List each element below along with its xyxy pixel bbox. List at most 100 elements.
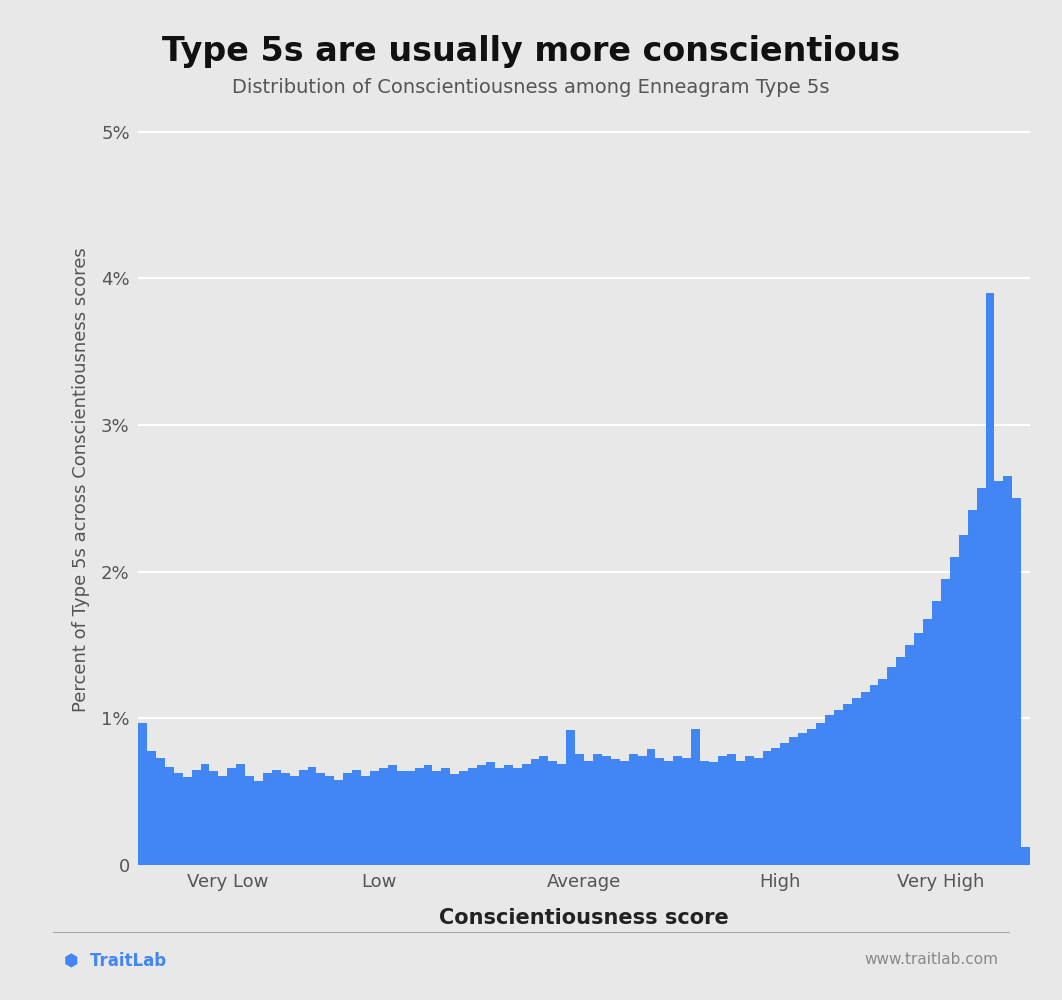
Bar bbox=[584, 761, 593, 865]
Bar bbox=[272, 770, 280, 865]
Bar bbox=[888, 667, 896, 865]
Bar bbox=[388, 765, 397, 865]
Bar bbox=[201, 764, 209, 865]
Bar bbox=[700, 761, 709, 865]
Bar bbox=[495, 768, 503, 865]
Text: Type 5s are usually more conscientious: Type 5s are usually more conscientious bbox=[161, 35, 901, 68]
Bar bbox=[308, 767, 316, 865]
X-axis label: Conscientiousness score: Conscientiousness score bbox=[440, 908, 729, 928]
Bar bbox=[816, 723, 825, 865]
Bar bbox=[379, 768, 388, 865]
Bar bbox=[771, 748, 781, 865]
Bar bbox=[923, 619, 932, 865]
Bar bbox=[486, 762, 495, 865]
Bar bbox=[227, 768, 236, 865]
Bar bbox=[219, 776, 227, 865]
Bar bbox=[165, 767, 174, 865]
Bar bbox=[343, 773, 353, 865]
Bar bbox=[744, 756, 754, 865]
Bar bbox=[967, 510, 977, 865]
Bar bbox=[1022, 847, 1030, 865]
Bar bbox=[290, 776, 298, 865]
Bar bbox=[316, 773, 325, 865]
Bar bbox=[414, 768, 424, 865]
Bar bbox=[442, 768, 450, 865]
Bar bbox=[513, 768, 521, 865]
Y-axis label: Percent of Type 5s across Conscientiousness scores: Percent of Type 5s across Conscientiousn… bbox=[72, 248, 90, 712]
Bar bbox=[245, 776, 254, 865]
Bar bbox=[138, 723, 147, 865]
Bar bbox=[896, 657, 905, 865]
Bar bbox=[709, 762, 718, 865]
Bar bbox=[949, 557, 959, 865]
Bar bbox=[156, 758, 165, 865]
Bar bbox=[986, 293, 994, 865]
Bar bbox=[763, 751, 771, 865]
Bar bbox=[860, 692, 870, 865]
Bar bbox=[450, 774, 459, 865]
Bar bbox=[298, 770, 308, 865]
Bar bbox=[468, 768, 477, 865]
Bar bbox=[548, 761, 558, 865]
Bar bbox=[691, 729, 700, 865]
Bar bbox=[325, 776, 335, 865]
Bar bbox=[825, 715, 834, 865]
Bar bbox=[629, 754, 637, 865]
Bar bbox=[673, 756, 682, 865]
Bar bbox=[353, 770, 361, 865]
Bar bbox=[263, 773, 272, 865]
Bar bbox=[977, 488, 986, 865]
Bar bbox=[682, 758, 691, 865]
Bar bbox=[174, 773, 183, 865]
Bar bbox=[870, 685, 878, 865]
Bar bbox=[878, 679, 888, 865]
Bar bbox=[236, 764, 245, 865]
Bar bbox=[994, 481, 1004, 865]
Bar bbox=[209, 771, 219, 865]
Bar bbox=[566, 730, 576, 865]
Bar bbox=[539, 756, 548, 865]
Bar bbox=[834, 710, 843, 865]
Bar bbox=[593, 754, 602, 865]
Bar bbox=[789, 737, 799, 865]
Bar bbox=[799, 733, 807, 865]
Bar bbox=[335, 780, 343, 865]
Bar bbox=[914, 633, 923, 865]
Bar bbox=[1004, 476, 1012, 865]
Bar bbox=[424, 765, 432, 865]
Bar bbox=[807, 729, 816, 865]
Bar bbox=[370, 771, 379, 865]
Bar bbox=[406, 771, 414, 865]
Bar bbox=[521, 764, 531, 865]
Bar bbox=[503, 765, 513, 865]
Bar bbox=[852, 698, 860, 865]
Bar bbox=[191, 770, 201, 865]
Text: ⬢  TraitLab: ⬢ TraitLab bbox=[64, 951, 166, 969]
Bar bbox=[397, 771, 406, 865]
Bar bbox=[665, 761, 673, 865]
Bar bbox=[781, 743, 789, 865]
Bar bbox=[183, 777, 191, 865]
Bar bbox=[558, 764, 566, 865]
Bar bbox=[254, 781, 263, 865]
Bar bbox=[959, 535, 967, 865]
Bar bbox=[432, 771, 442, 865]
Bar bbox=[602, 756, 611, 865]
Bar bbox=[1012, 498, 1022, 865]
Bar bbox=[620, 761, 629, 865]
Bar bbox=[754, 758, 763, 865]
Bar bbox=[477, 765, 486, 865]
Bar bbox=[843, 704, 852, 865]
Text: Distribution of Conscientiousness among Enneagram Type 5s: Distribution of Conscientiousness among … bbox=[233, 78, 829, 97]
Bar bbox=[361, 776, 370, 865]
Bar bbox=[531, 759, 539, 865]
Bar bbox=[459, 771, 468, 865]
Text: www.traitlab.com: www.traitlab.com bbox=[864, 952, 998, 968]
Bar bbox=[941, 579, 949, 865]
Bar bbox=[147, 751, 156, 865]
Bar bbox=[647, 749, 655, 865]
Bar bbox=[611, 759, 620, 865]
Bar bbox=[718, 756, 726, 865]
Bar bbox=[576, 754, 584, 865]
Bar bbox=[736, 761, 744, 865]
